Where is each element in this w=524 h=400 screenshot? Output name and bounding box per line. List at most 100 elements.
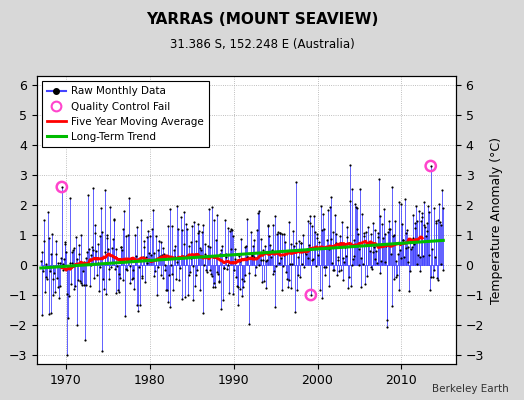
Point [312, 234, 321, 241]
Point [93, 272, 101, 278]
Point [269, 222, 277, 228]
Point [311, 244, 320, 250]
Point [207, 271, 215, 278]
Point [297, 239, 305, 246]
Point [45, 235, 53, 241]
Point [181, 253, 190, 259]
Point [193, 266, 201, 273]
Point [291, 309, 299, 315]
Point [104, 246, 112, 252]
Point [336, 240, 345, 246]
Point [128, 276, 136, 282]
Point [145, 257, 153, 263]
Point [168, 223, 176, 229]
Point [143, 234, 151, 240]
Point [414, 208, 423, 214]
Point [387, 251, 395, 257]
Point [204, 243, 212, 250]
Point [101, 248, 109, 255]
Point [330, 267, 339, 274]
Point [318, 294, 326, 301]
Point [293, 287, 301, 293]
Point [183, 226, 191, 232]
Point [345, 162, 354, 168]
Point [200, 262, 208, 268]
Point [339, 277, 347, 283]
Point [126, 280, 135, 286]
Point [82, 254, 91, 261]
Point [400, 254, 408, 260]
Point [341, 241, 349, 247]
Point [174, 226, 182, 232]
Point [77, 280, 85, 286]
Point [70, 286, 79, 292]
Point [56, 260, 64, 266]
Point [222, 253, 231, 260]
Point [397, 254, 406, 261]
Point [391, 258, 400, 264]
Point [62, 291, 71, 297]
Point [210, 280, 219, 286]
Point [219, 297, 227, 304]
Point [189, 263, 198, 269]
Point [83, 248, 91, 255]
Point [380, 230, 389, 237]
Point [161, 267, 170, 273]
Point [60, 238, 69, 245]
Point [139, 237, 148, 244]
Point [430, 266, 439, 273]
Point [95, 233, 104, 240]
Point [373, 234, 381, 240]
Point [108, 245, 116, 252]
Point [228, 233, 237, 239]
Point [305, 242, 313, 248]
Point [40, 216, 49, 223]
Point [332, 231, 341, 237]
Point [118, 246, 126, 253]
Point [314, 244, 323, 250]
Point [395, 286, 403, 293]
Point [418, 209, 426, 216]
Point [234, 302, 243, 309]
Point [73, 256, 81, 262]
Point [225, 290, 233, 296]
Legend: Raw Monthly Data, Quality Control Fail, Five Year Moving Average, Long-Term Tren: Raw Monthly Data, Quality Control Fail, … [42, 81, 209, 147]
Point [331, 212, 339, 218]
Point [120, 208, 128, 214]
Point [375, 270, 384, 277]
Point [96, 264, 105, 270]
Point [105, 276, 113, 282]
Point [428, 246, 436, 252]
Point [403, 244, 412, 250]
Point [326, 194, 335, 200]
Point [155, 238, 163, 244]
Point [247, 229, 255, 235]
Point [397, 201, 405, 208]
Y-axis label: Temperature Anomaly (°C): Temperature Anomaly (°C) [489, 136, 503, 304]
Point [185, 269, 194, 275]
Point [190, 218, 199, 225]
Point [322, 245, 330, 252]
Point [283, 284, 292, 290]
Point [280, 252, 289, 258]
Point [58, 184, 66, 190]
Point [191, 283, 199, 289]
Point [203, 268, 211, 275]
Point [288, 260, 296, 267]
Point [146, 233, 154, 239]
Point [254, 208, 263, 215]
Point [307, 292, 315, 298]
Text: Berkeley Earth: Berkeley Earth [432, 384, 508, 394]
Point [256, 236, 265, 242]
Point [300, 263, 308, 270]
Point [151, 268, 159, 274]
Point [137, 275, 146, 281]
Point [343, 234, 352, 240]
Point [156, 252, 164, 259]
Point [391, 218, 399, 224]
Point [232, 274, 241, 280]
Point [172, 276, 180, 283]
Point [273, 230, 281, 237]
Point [323, 237, 331, 243]
Point [125, 194, 133, 201]
